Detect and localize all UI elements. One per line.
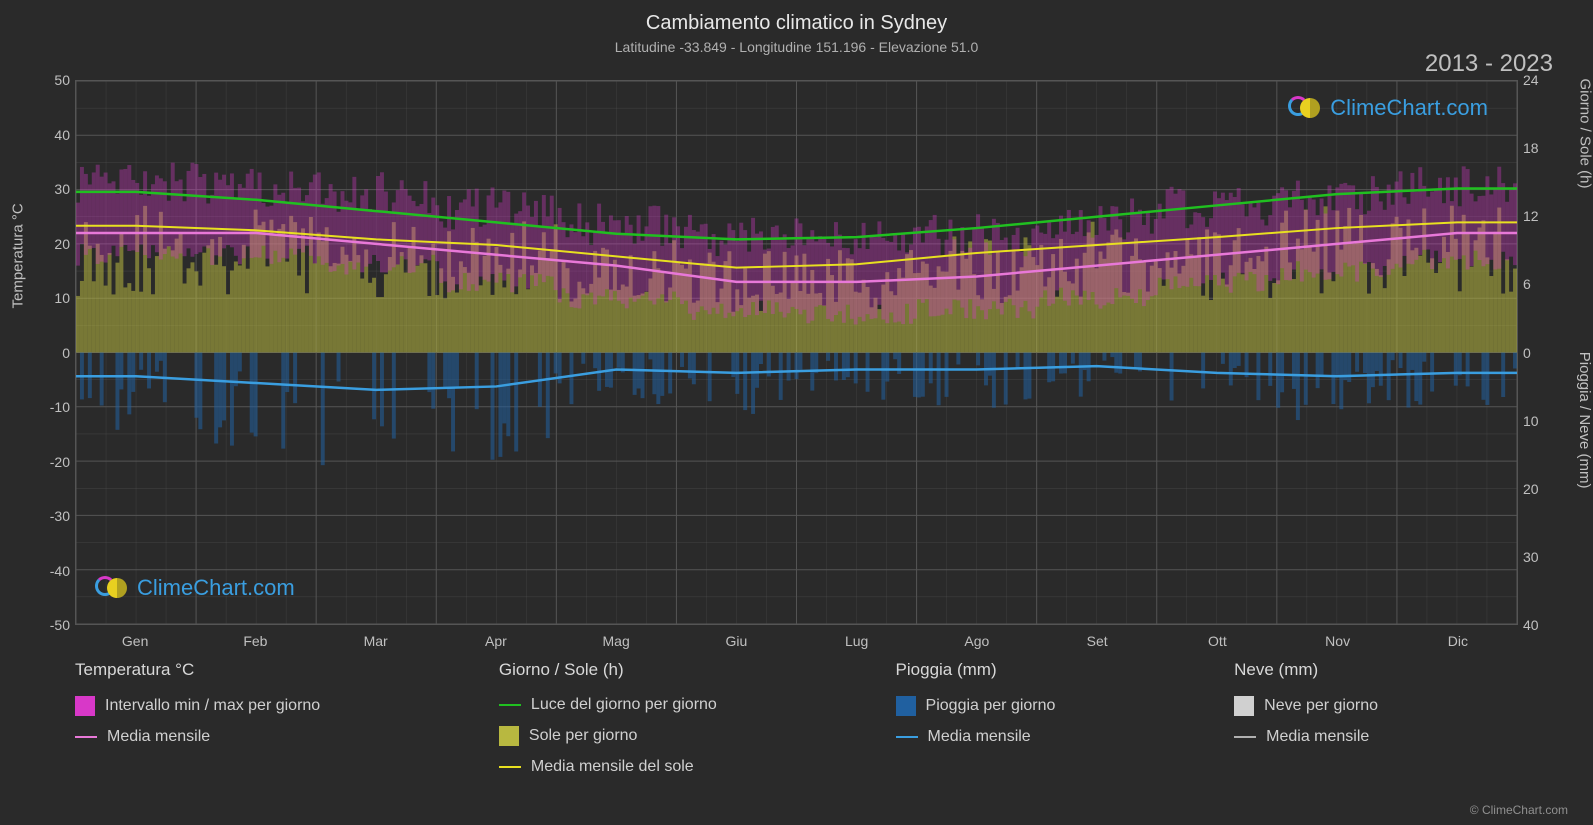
legend-item: Intervallo min / max per giorno <box>75 696 320 716</box>
legend-item: Media mensile <box>75 728 320 746</box>
x-tick-month: Mar <box>364 633 388 649</box>
y-left-tick: 10 <box>40 290 70 306</box>
legend-label: Luce del giorno per giorno <box>531 696 717 714</box>
y-right-tick-mm: 40 <box>1523 617 1548 633</box>
legend-swatch-icon <box>499 726 519 746</box>
legend-line-icon <box>75 736 97 738</box>
y-left-tick: -30 <box>40 508 70 524</box>
legend-item: Pioggia per giorno <box>896 696 1056 716</box>
logo-icon <box>95 576 131 600</box>
y-left-tick: 30 <box>40 181 70 197</box>
legend-swatch-icon <box>896 696 916 716</box>
legend-header: Pioggia (mm) <box>896 660 1056 680</box>
legend-label: Media mensile <box>928 728 1031 746</box>
legend-column: Pioggia (mm) Pioggia per giorno Media mens… <box>896 660 1056 776</box>
y-right-tick-hours: 18 <box>1523 140 1548 156</box>
legend-header: Neve (mm) <box>1234 660 1378 680</box>
y-right-tick-hours: 6 <box>1523 276 1548 292</box>
legend-swatch-icon <box>1234 696 1254 716</box>
x-tick-month: Apr <box>485 633 507 649</box>
y-left-tick: -40 <box>40 563 70 579</box>
y-right-tick-hours: 12 <box>1523 208 1548 224</box>
x-tick-month: Gen <box>122 633 148 649</box>
legend-column: Temperatura °C Intervallo min / max per g… <box>75 660 320 776</box>
plot-area <box>75 80 1518 625</box>
legend-swatch-icon <box>75 696 95 716</box>
legend-item: Luce del giorno per giorno <box>499 696 717 714</box>
watermark-text: ClimeChart.com <box>137 575 295 601</box>
legend-label: Pioggia per giorno <box>926 697 1056 715</box>
y-right-tick-mm: 20 <box>1523 481 1548 497</box>
y-right-axis-label-bottom: Pioggia / Neve (mm) <box>1577 352 1593 489</box>
legend-label: Neve per giorno <box>1264 697 1378 715</box>
legend-line-icon <box>499 704 521 706</box>
legend-item: Media mensile <box>896 728 1056 746</box>
y-left-tick: 20 <box>40 236 70 252</box>
chart-subtitle: Latitudine -33.849 - Longitudine 151.196… <box>0 35 1593 55</box>
x-tick-month: Ott <box>1208 633 1227 649</box>
legend-label: Sole per giorno <box>529 727 638 745</box>
y-right-tick-mm: 30 <box>1523 549 1548 565</box>
legend-column: Neve (mm) Neve per giorno Media mensile <box>1234 660 1378 776</box>
legend-label: Media mensile del sole <box>531 758 694 776</box>
x-tick-month: Mag <box>603 633 630 649</box>
legend: Temperatura °C Intervallo min / max per g… <box>75 660 1518 776</box>
x-tick-month: Dic <box>1448 633 1468 649</box>
y-left-tick: -50 <box>40 617 70 633</box>
y-right-tick-mm: 10 <box>1523 413 1548 429</box>
watermark-top: ClimeChart.com <box>1288 95 1488 121</box>
legend-item: Sole per giorno <box>499 726 717 746</box>
logo-icon <box>1288 96 1324 120</box>
watermark-bottom: ClimeChart.com <box>95 575 295 601</box>
y-left-tick: -20 <box>40 454 70 470</box>
legend-line-icon <box>1234 736 1256 738</box>
legend-label: Media mensile <box>1266 728 1369 746</box>
x-tick-month: Lug <box>845 633 868 649</box>
y-right-axis-label-top: Giorno / Sole (h) <box>1577 78 1593 188</box>
y-right-tick-hours: 24 <box>1523 72 1548 88</box>
x-tick-month: Feb <box>243 633 267 649</box>
legend-label: Media mensile <box>107 728 210 746</box>
copyright: © ClimeChart.com <box>1470 803 1568 817</box>
watermark-text: ClimeChart.com <box>1330 95 1488 121</box>
y-left-tick: 50 <box>40 72 70 88</box>
y-left-tick: 40 <box>40 127 70 143</box>
legend-item: Media mensile <box>1234 728 1378 746</box>
legend-item: Media mensile del sole <box>499 758 717 776</box>
y-left-tick: 0 <box>40 345 70 361</box>
legend-label: Intervallo min / max per giorno <box>105 697 320 715</box>
legend-item: Neve per giorno <box>1234 696 1378 716</box>
y-left-axis-label: Temperatura °C <box>10 203 27 308</box>
chart-title: Cambiamento climatico in Sydney <box>0 0 1593 35</box>
legend-header: Giorno / Sole (h) <box>499 660 717 680</box>
legend-header: Temperatura °C <box>75 660 320 680</box>
x-tick-month: Set <box>1087 633 1108 649</box>
chart-svg <box>76 81 1517 624</box>
legend-line-icon <box>499 766 521 768</box>
x-tick-month: Ago <box>964 633 989 649</box>
y-right-tick-hours: 0 <box>1523 345 1548 361</box>
legend-line-icon <box>896 736 918 738</box>
x-tick-month: Nov <box>1325 633 1350 649</box>
climate-chart: Cambiamento climatico in Sydney Latitudi… <box>0 0 1593 825</box>
x-tick-month: Giu <box>725 633 747 649</box>
legend-column: Giorno / Sole (h) Luce del giorno per gio… <box>499 660 717 776</box>
y-left-tick: -10 <box>40 399 70 415</box>
